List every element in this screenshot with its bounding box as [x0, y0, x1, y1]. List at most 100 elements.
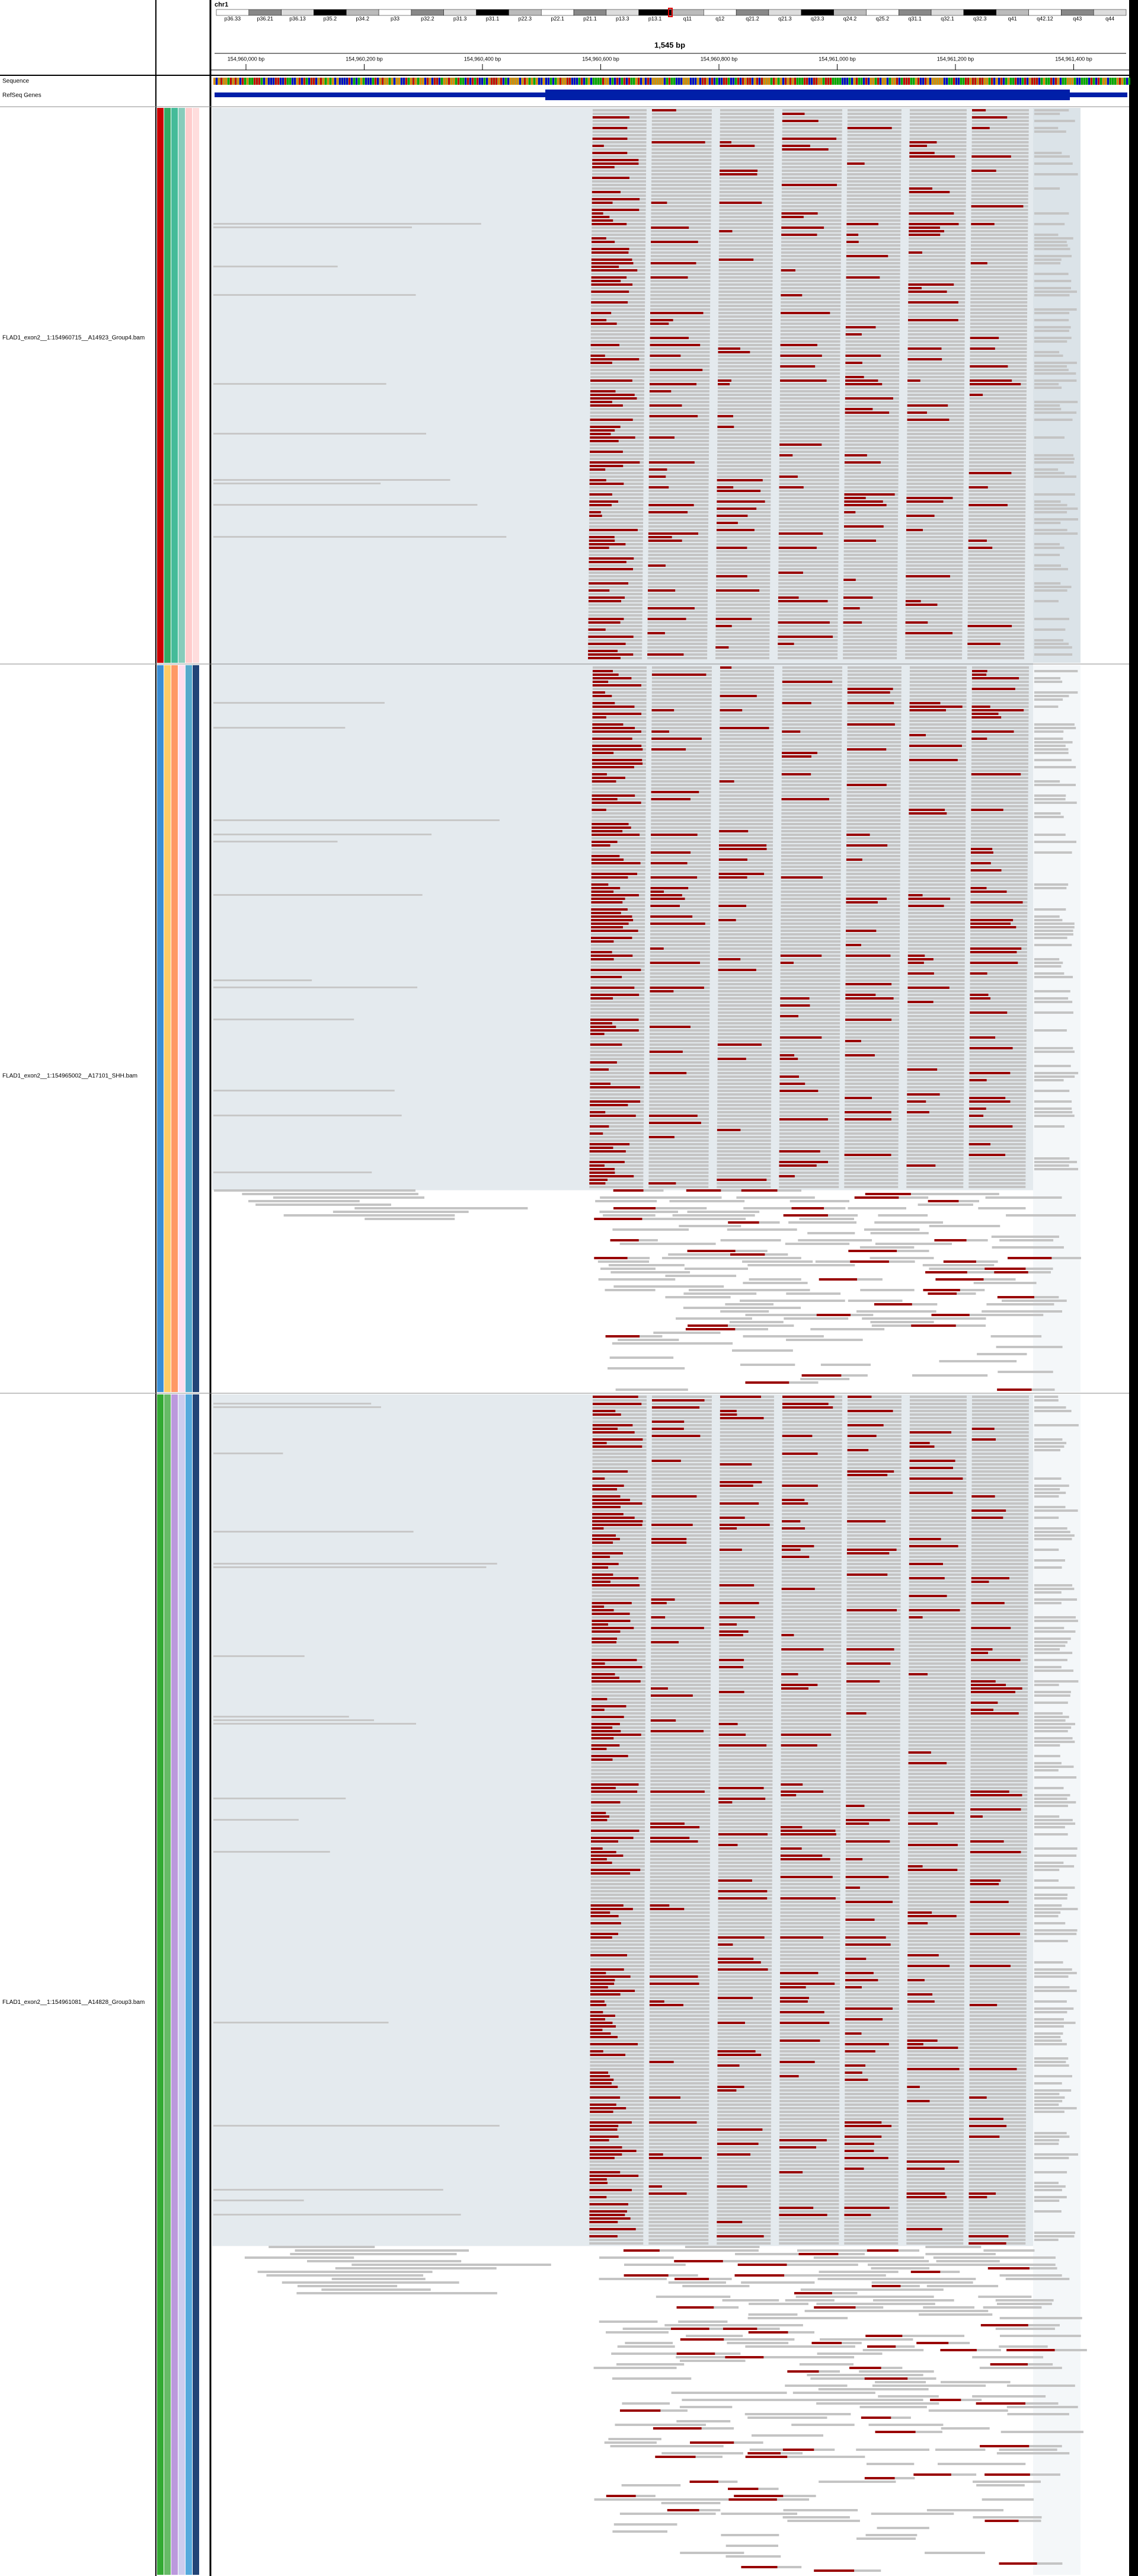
read	[213, 1090, 395, 1091]
read	[781, 1556, 842, 1558]
read	[782, 745, 842, 747]
read	[657, 1207, 707, 1209]
read	[1034, 727, 1076, 729]
read	[969, 415, 1027, 417]
soft-clip	[782, 120, 819, 122]
read	[847, 123, 902, 126]
soft-clip	[648, 461, 695, 464]
soft-clip	[971, 116, 1008, 119]
base	[787, 78, 789, 85]
read	[1034, 1933, 1077, 1935]
read	[846, 209, 901, 211]
soft-clip	[781, 1833, 836, 1836]
read	[907, 944, 965, 946]
soft-clip	[909, 145, 927, 147]
soft-clip	[908, 291, 947, 293]
base	[761, 78, 763, 85]
soft-clip	[591, 912, 621, 914]
base	[998, 78, 1000, 85]
read	[970, 1958, 1027, 1960]
soft-clip	[651, 1641, 679, 1643]
read	[845, 1904, 900, 1907]
read	[969, 390, 1027, 392]
read	[970, 1015, 1027, 1017]
soft-clip	[588, 600, 622, 602]
read	[909, 1588, 966, 1590]
read	[909, 1410, 967, 1412]
read	[650, 1691, 711, 1693]
read	[846, 1798, 900, 1800]
read	[720, 1403, 774, 1405]
read	[592, 1673, 646, 1675]
read	[968, 1179, 1026, 1181]
read	[781, 794, 842, 797]
soft-clip	[845, 994, 876, 996]
soft-clip	[591, 915, 632, 918]
read	[1034, 1972, 1077, 1974]
read	[719, 1620, 773, 1622]
read	[846, 823, 901, 825]
read	[717, 1075, 772, 1078]
read	[649, 394, 709, 396]
read	[717, 1051, 772, 1053]
base	[899, 78, 900, 85]
read	[847, 155, 902, 158]
read	[651, 194, 711, 197]
read	[651, 794, 711, 797]
read	[592, 720, 647, 722]
soft-clip	[591, 1830, 640, 1832]
read	[970, 1908, 1027, 1910]
read	[1034, 387, 1062, 389]
soft-clip	[591, 862, 641, 864]
read	[648, 1150, 709, 1153]
read	[847, 141, 902, 143]
soft-clip	[592, 212, 603, 215]
read	[651, 688, 712, 690]
read	[907, 1033, 964, 1035]
read	[970, 915, 1028, 918]
read	[847, 134, 902, 136]
base	[936, 78, 938, 85]
soft-clip	[592, 1534, 616, 1537]
read	[590, 415, 644, 417]
read	[213, 1719, 375, 1721]
read	[719, 1670, 773, 1672]
soft-clip	[651, 1538, 687, 1540]
soft-clip	[845, 1118, 891, 1121]
soft-clip	[843, 596, 873, 599]
read	[648, 564, 708, 567]
read	[648, 554, 708, 556]
read	[651, 1684, 711, 1686]
read	[781, 1645, 842, 1647]
read	[651, 244, 711, 247]
read	[718, 358, 772, 360]
read	[971, 1559, 1028, 1562]
read	[845, 401, 899, 403]
read	[590, 365, 645, 368]
read	[718, 1751, 773, 1754]
read	[779, 1107, 840, 1110]
read	[781, 1591, 842, 1594]
read	[648, 1125, 709, 1128]
read	[1034, 643, 1069, 645]
soft-clip	[592, 1677, 619, 1679]
read	[590, 1965, 645, 1967]
read	[589, 1132, 644, 1135]
read	[909, 1442, 967, 1444]
read	[650, 308, 711, 311]
read	[846, 1719, 900, 1722]
read	[780, 1965, 840, 1967]
base	[806, 78, 808, 85]
read	[1034, 1164, 1069, 1167]
read	[971, 141, 1029, 143]
soft-clip	[907, 1915, 957, 1917]
read	[970, 1801, 1028, 1803]
base	[472, 78, 474, 85]
read	[779, 479, 839, 481]
base	[953, 78, 955, 85]
read	[970, 326, 1027, 328]
read	[743, 1207, 794, 1209]
soft-clip	[909, 1442, 930, 1444]
read	[846, 887, 900, 889]
read	[651, 1577, 711, 1579]
